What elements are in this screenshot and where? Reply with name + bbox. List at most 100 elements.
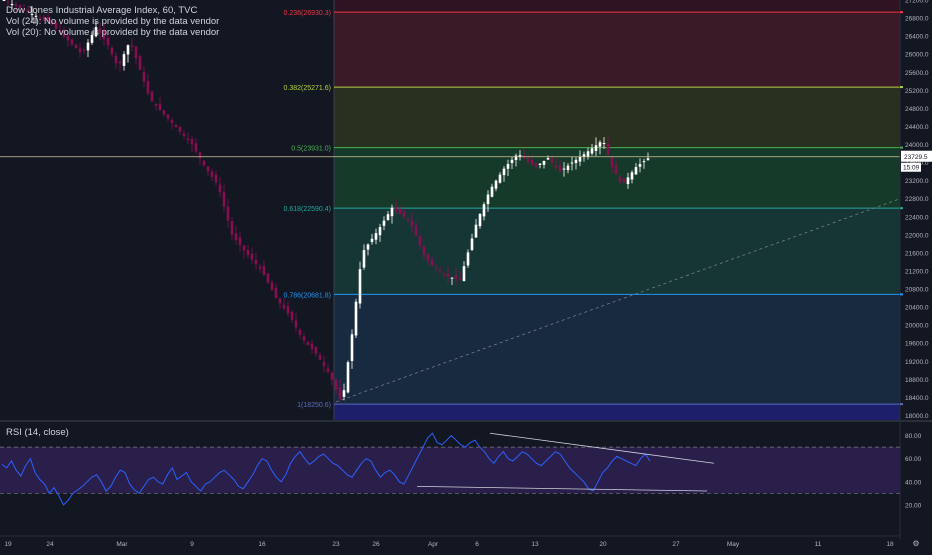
candle-body [30,13,34,15]
candle-body [82,49,86,51]
candle-body [6,1,10,3]
fib-zone-0.5 [334,147,900,209]
price-axis-tick: 18000.0 [905,413,929,420]
candle-body [538,163,542,166]
candle-body [358,269,362,304]
candle-body [86,42,90,51]
price-axis-tick: 21600.0 [905,250,929,257]
candle-body [510,159,514,164]
candle-body [438,271,442,273]
candle-body [70,39,74,45]
price-axis-tick: 26400.0 [905,34,929,41]
candle-body [74,44,78,49]
time-axis-tick: 9 [190,541,194,548]
candle-body [102,30,106,40]
candle-body [338,387,342,400]
price-axis-tick: 27200.0 [905,0,929,5]
candle-body [190,138,194,145]
candle-body [394,206,398,211]
candle-body [46,17,50,22]
candle-body [254,259,258,265]
candle-body [342,390,346,397]
time-axis-tick: 20 [599,541,607,548]
price-axis-tick: 26800.0 [905,16,929,23]
candle-body [578,157,582,162]
candle-body [462,266,466,282]
candle-body [222,192,226,207]
chart-title: Dow Jones Industrial Average Index, 60, … [6,5,198,16]
candle-body [314,346,318,354]
fib-axis-marker-0.618 [900,207,903,210]
candle-body [630,172,634,180]
candle-body [426,254,430,261]
candle-body [622,178,626,183]
candle-body [646,158,650,161]
price-axis-tick: 22400.0 [905,214,929,221]
time-axis-tick: Mar [116,541,128,548]
candle-body [570,162,574,164]
candle-body [418,235,422,246]
candle-body [330,372,334,380]
fib-zone-0.786 [334,294,900,405]
fib-level-label-0.382: 0.382(25271.6) [284,85,331,92]
candle-body [534,163,538,167]
candle-body [182,133,186,136]
candle-body [398,208,402,214]
candle-body [406,218,410,220]
rsi-axis-tick: 40.00 [905,479,922,486]
candles-group [2,0,650,403]
candle-body [310,343,314,350]
time-axis-tick: May [727,541,740,548]
rsi-resistance-line [489,432,715,464]
candle-body [526,158,530,162]
candle-body [162,110,166,115]
candle-body [550,158,554,163]
candle-body [98,28,102,34]
settings-gear-icon[interactable]: ⚙ [912,539,919,548]
candle-body [298,329,302,335]
volume-legend-20: Vol (20): No volume is provided by the d… [6,27,220,38]
time-axis-tick: 13 [531,541,539,548]
candle-body [334,379,338,390]
candle-body [66,35,70,41]
candle-body [370,238,374,242]
candle-body [170,120,174,124]
candle-body [354,301,358,336]
candle-body [118,61,122,64]
candle-body [294,320,298,328]
candle-body [498,174,502,183]
candle-body [174,124,178,128]
candle-body [94,27,98,37]
candle-body [378,227,382,236]
price-axis-tick: 20800.0 [905,287,929,294]
candle-body [590,148,594,154]
candle-body [382,220,386,226]
candle-body [62,30,66,37]
candle-body [386,214,390,221]
candle-body [410,220,414,227]
time-axis-tick: 11 [815,541,822,548]
price-axis-tick: 21200.0 [905,268,929,275]
price-axis-bg [900,0,932,550]
candle-body [274,287,278,299]
candle-body [178,126,182,132]
candle-body [198,152,202,159]
candle-body [554,165,558,168]
candle-body [518,155,522,157]
candle-body [246,250,250,256]
candle-body [150,91,154,102]
rsi-support-line [416,486,708,492]
candle-body [566,165,570,171]
price-axis-tick: 19600.0 [905,341,929,348]
price-axis-tick: 25200.0 [905,88,929,95]
candle-body [366,244,370,250]
fib-level-label-1: 1(18250.6) [297,402,331,409]
candle-body [562,168,566,170]
candle-body [50,21,54,25]
candle-body [594,145,598,151]
current-price-tag [901,150,932,162]
candle-body [10,4,14,6]
price-axis-tick: 25600.0 [905,70,929,77]
